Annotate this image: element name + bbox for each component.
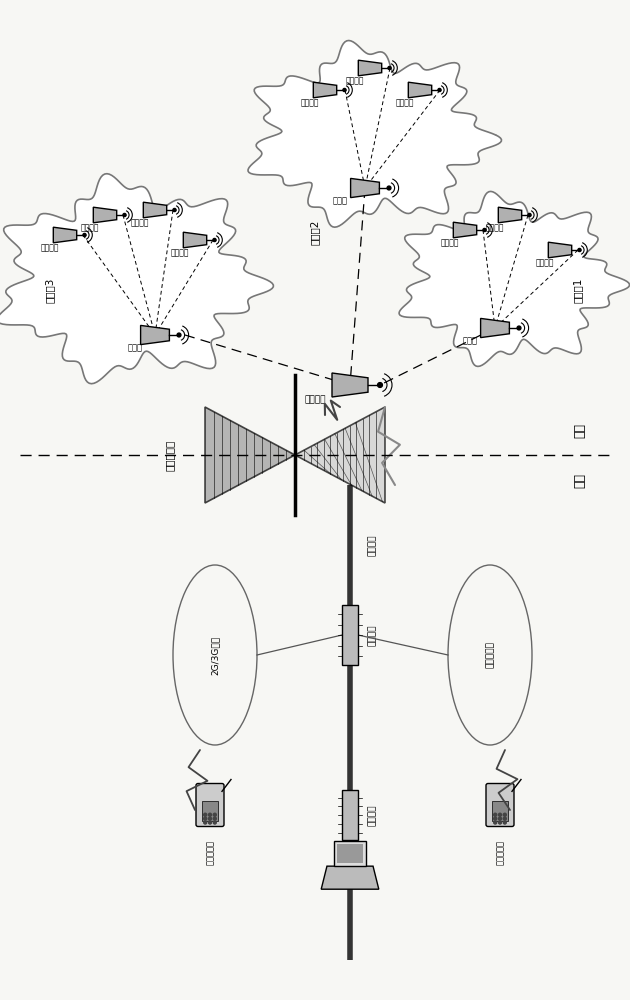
Text: 汇聚点: 汇聚点: [462, 336, 478, 345]
Polygon shape: [0, 174, 273, 384]
Circle shape: [438, 88, 441, 92]
Circle shape: [213, 238, 216, 242]
Text: 2G/3G网络: 2G/3G网络: [210, 635, 219, 675]
Text: 汇聚节点: 汇聚节点: [304, 395, 326, 404]
Polygon shape: [248, 41, 501, 227]
Circle shape: [214, 817, 216, 820]
Text: 移动终端机: 移动终端机: [496, 840, 505, 865]
FancyBboxPatch shape: [486, 784, 514, 826]
Text: 下半: 下半: [573, 473, 587, 488]
Circle shape: [173, 208, 176, 212]
Text: 传感节点: 传感节点: [486, 223, 504, 232]
Text: 传感节点: 传感节点: [346, 76, 364, 85]
Polygon shape: [321, 866, 379, 889]
Text: 上半: 上半: [573, 422, 587, 438]
Text: 传感节点: 传感节点: [441, 238, 459, 247]
Bar: [342, 790, 358, 840]
Circle shape: [494, 821, 496, 824]
Text: 移动终端机: 移动终端机: [205, 840, 214, 865]
FancyBboxPatch shape: [196, 784, 224, 826]
Text: 汇聚点: 汇聚点: [127, 343, 142, 352]
Text: 传感节点: 传感节点: [41, 243, 59, 252]
Polygon shape: [93, 207, 117, 223]
Text: 基站口天线: 基站口天线: [165, 439, 175, 471]
Circle shape: [517, 326, 521, 330]
Polygon shape: [351, 178, 379, 198]
Polygon shape: [54, 227, 77, 243]
Polygon shape: [313, 82, 336, 98]
Text: 光交换机: 光交换机: [368, 804, 377, 826]
Polygon shape: [454, 222, 477, 238]
Circle shape: [578, 248, 581, 252]
Circle shape: [498, 821, 501, 824]
Polygon shape: [548, 242, 571, 258]
Bar: [342, 605, 358, 665]
Circle shape: [83, 233, 86, 237]
Text: 光纤干线: 光纤干线: [368, 534, 377, 556]
Circle shape: [503, 821, 507, 824]
Circle shape: [343, 88, 346, 92]
Polygon shape: [143, 202, 167, 218]
Text: 传感节点: 传感节点: [536, 258, 554, 267]
Polygon shape: [205, 407, 295, 503]
Polygon shape: [399, 191, 629, 366]
Circle shape: [494, 813, 496, 816]
Text: 传感网3: 传感网3: [45, 277, 55, 303]
Circle shape: [203, 817, 207, 820]
Circle shape: [494, 817, 496, 820]
Circle shape: [483, 228, 486, 232]
Polygon shape: [408, 82, 432, 98]
Text: 传感节点: 传感节点: [396, 98, 415, 107]
Polygon shape: [498, 207, 522, 223]
Bar: [337, 844, 363, 863]
Bar: [334, 841, 366, 866]
Polygon shape: [481, 318, 510, 338]
Text: 传感节点: 传感节点: [81, 223, 100, 232]
Circle shape: [123, 213, 126, 217]
Circle shape: [209, 813, 212, 816]
Text: 汇聚点: 汇聚点: [333, 196, 348, 205]
Polygon shape: [140, 325, 169, 345]
Text: 传感节点: 传感节点: [171, 248, 189, 257]
Circle shape: [177, 333, 181, 337]
Text: 计算机: 计算机: [328, 867, 336, 883]
Circle shape: [387, 186, 391, 190]
Text: 传感网1: 传感网1: [573, 277, 583, 303]
Circle shape: [377, 383, 382, 387]
Circle shape: [214, 821, 216, 824]
Circle shape: [209, 817, 212, 820]
Circle shape: [503, 817, 507, 820]
Polygon shape: [295, 407, 385, 503]
Circle shape: [498, 817, 501, 820]
Circle shape: [388, 66, 391, 70]
Bar: [202, 801, 219, 821]
Circle shape: [203, 821, 207, 824]
Text: 光交换机: 光交换机: [368, 624, 377, 646]
Bar: [491, 801, 508, 821]
Circle shape: [528, 213, 531, 217]
Polygon shape: [183, 232, 207, 248]
Circle shape: [498, 813, 501, 816]
Polygon shape: [358, 60, 382, 76]
Text: 传感节点: 传感节点: [301, 98, 319, 107]
Circle shape: [214, 813, 216, 816]
Circle shape: [203, 813, 207, 816]
Text: 传感节点: 传感节点: [131, 218, 149, 227]
Text: 水文局网络: 水文局网络: [486, 642, 495, 668]
Circle shape: [503, 813, 507, 816]
Circle shape: [209, 821, 212, 824]
Text: 传感网2: 传感网2: [310, 220, 320, 245]
Polygon shape: [332, 373, 368, 397]
